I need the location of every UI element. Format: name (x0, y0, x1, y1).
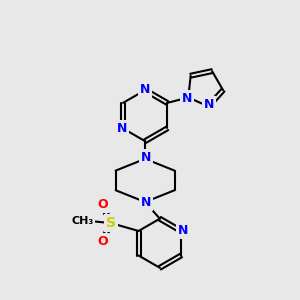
Text: N: N (178, 224, 188, 238)
Text: N: N (182, 92, 193, 105)
Text: N: N (141, 196, 151, 209)
Text: S: S (106, 216, 116, 230)
Text: N: N (140, 82, 150, 96)
Text: O: O (97, 235, 108, 248)
Text: N: N (204, 98, 214, 111)
Text: CH₃: CH₃ (71, 216, 94, 226)
Text: O: O (97, 198, 108, 211)
Text: N: N (117, 122, 127, 135)
Text: N: N (141, 152, 151, 164)
